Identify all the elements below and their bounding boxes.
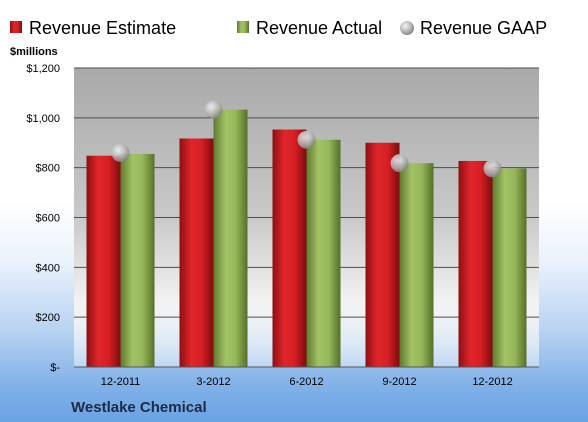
- legend-label-gaap: Revenue GAAP: [420, 18, 547, 38]
- gaap-marker: [483, 159, 502, 178]
- x-tick-label: 3-2012: [196, 376, 230, 388]
- company-title: Westlake Chemical: [71, 399, 207, 416]
- y-tick-label: $1,000: [26, 113, 60, 125]
- x-axis-ticks: 12-2011 3-2012 6-2012 9-2012 12-2012: [101, 376, 513, 388]
- legend-swatch-gaap: [400, 21, 414, 35]
- y-tick-label: $600: [36, 213, 60, 225]
- bar-estimate: [272, 129, 307, 367]
- gaap-marker: [297, 130, 316, 149]
- bar-estimate: [86, 155, 121, 367]
- x-tick-label: 12-2011: [101, 376, 141, 388]
- y-axis-ticks: $- $200 $400 $600 $800 $1,000 $1,200: [26, 63, 60, 374]
- x-tick-label: 9-2012: [382, 376, 416, 388]
- bar-estimate: [458, 160, 493, 367]
- gaap-marker: [111, 143, 130, 162]
- y-axis-unit-label: $millions: [10, 46, 58, 58]
- bar-actual: [120, 153, 155, 367]
- y-tick-label: $400: [36, 262, 60, 274]
- bar-estimate: [365, 142, 400, 367]
- x-tick-label: 6-2012: [289, 376, 323, 388]
- bar-actual: [399, 163, 434, 367]
- bar-actual: [213, 109, 248, 367]
- bars: [86, 109, 527, 367]
- gaap-markers: [111, 100, 502, 178]
- legend-swatch-estimate: [10, 21, 22, 33]
- y-tick-label: $800: [36, 163, 60, 175]
- y-tick-label: $1,200: [26, 63, 60, 75]
- y-tick-label: $-: [50, 362, 60, 374]
- gaap-marker: [390, 154, 409, 173]
- legend-label-estimate: Revenue Estimate: [29, 18, 176, 38]
- legend: Revenue Estimate Revenue Actual Revenue …: [10, 18, 547, 38]
- bar-actual: [306, 139, 341, 367]
- gaap-marker: [204, 100, 223, 119]
- bar-actual: [492, 168, 527, 367]
- legend-label-actual: Revenue Actual: [256, 18, 382, 38]
- x-tick-label: 12-2012: [472, 376, 512, 388]
- y-tick-label: $200: [36, 312, 60, 324]
- legend-swatch-actual: [237, 21, 249, 33]
- bar-estimate: [179, 138, 214, 367]
